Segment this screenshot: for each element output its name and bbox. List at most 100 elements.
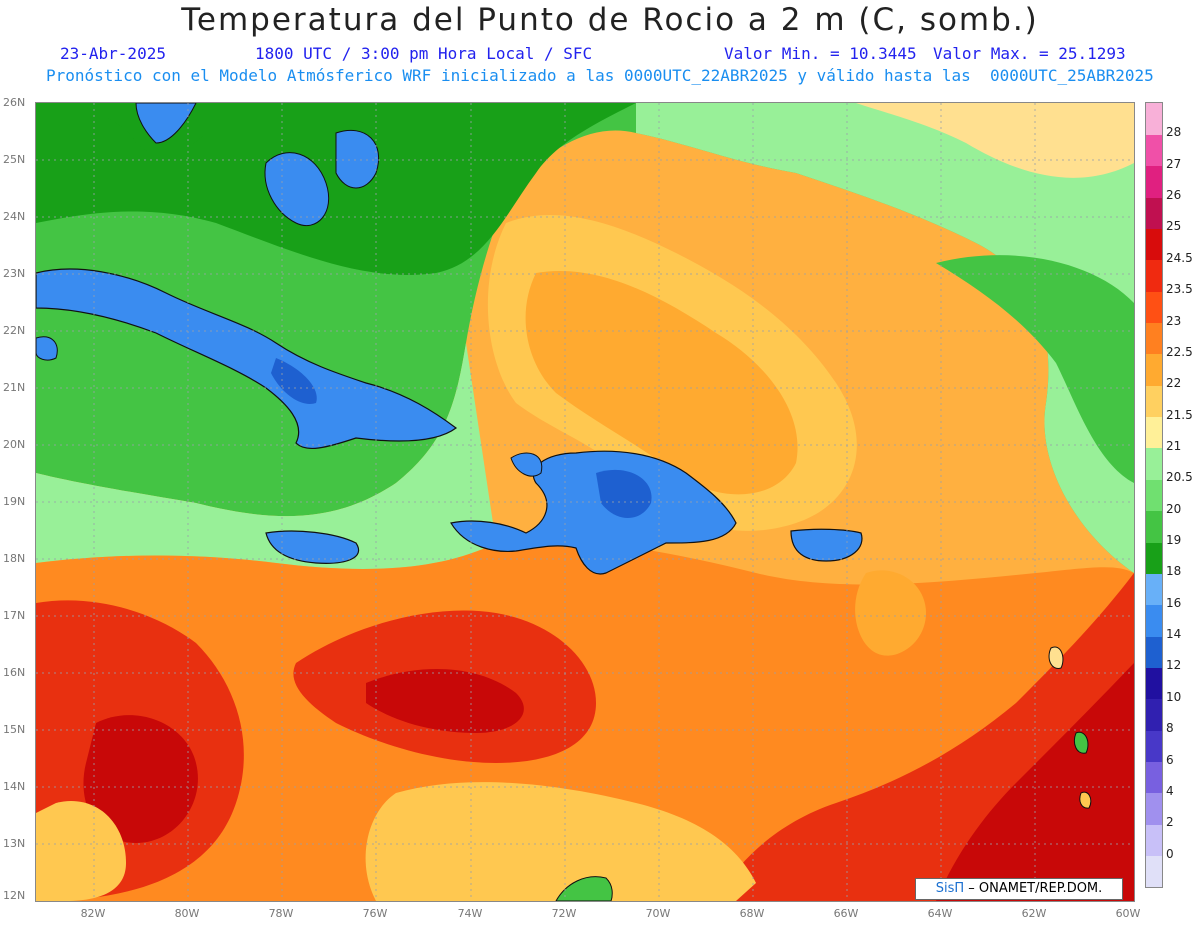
legend-label: 0 (1166, 846, 1174, 861)
region-yellow-south (365, 782, 756, 901)
lat-label: 14N (3, 780, 26, 793)
legend-swatch (1146, 385, 1162, 418)
lat-label: 19N (3, 495, 26, 508)
legend-label: 4 (1166, 783, 1174, 798)
color-legend (1145, 102, 1163, 888)
legend-swatch (1146, 416, 1162, 449)
region-deep-red-central (366, 669, 524, 733)
legend-swatch (1146, 761, 1162, 794)
legend-label: 23 (1166, 313, 1182, 328)
legend-swatch (1146, 730, 1162, 763)
lat-label: 23N (3, 267, 26, 280)
credit-brand: SisΠ (935, 881, 965, 896)
land-st-lucia (1079, 791, 1092, 809)
legend-label: 18 (1166, 564, 1182, 579)
legend-swatch (1146, 636, 1162, 668)
legend-swatch (1146, 479, 1162, 512)
legend-swatch (1146, 291, 1162, 324)
credit-text: – ONAMET/REP.DOM. (968, 881, 1103, 896)
max-value: Valor Max. = 25.1293 (933, 44, 1126, 63)
legend-swatch (1146, 134, 1162, 167)
land-martinique (1073, 731, 1089, 754)
legend-label: 22 (1166, 376, 1182, 391)
legend-label: 19 (1166, 533, 1182, 548)
legend-swatch (1146, 228, 1162, 261)
lon-label: 76W (362, 907, 388, 920)
region-deep-red-west (83, 715, 198, 843)
legend-swatch (1146, 542, 1162, 574)
lat-label: 15N (3, 723, 26, 736)
region-yellow-northeast (856, 103, 1134, 178)
land-guadeloupe (1048, 646, 1064, 669)
min-value: Valor Min. = 10.3445 (724, 44, 917, 63)
legend-label: 8 (1166, 721, 1174, 736)
legend-label: 23.5 (1166, 282, 1193, 297)
land-isla-juventud (36, 336, 58, 361)
land-jamaica (265, 530, 360, 564)
legend-label: 26 (1166, 188, 1182, 203)
legend-label: 20.5 (1166, 470, 1193, 485)
lon-label: 78W (268, 907, 294, 920)
legend-swatch (1146, 197, 1162, 229)
lat-label: 25N (3, 153, 26, 166)
legend-label: 21.5 (1166, 407, 1193, 422)
region-green-light-west (36, 343, 496, 569)
lon-label: 62W (1021, 907, 1047, 920)
lon-label: 64W (927, 907, 953, 920)
legend-swatch (1146, 573, 1162, 606)
legend-swatch (1146, 165, 1162, 198)
legend-swatch (1146, 824, 1162, 857)
legend-label: 6 (1166, 752, 1174, 767)
land-andros (264, 152, 330, 227)
land-tortuga (510, 452, 543, 477)
lon-label: 70W (645, 907, 671, 920)
lat-label: 22N (3, 324, 26, 337)
legend-label: 2 (1166, 815, 1174, 830)
region-orange-spot-east (855, 570, 926, 656)
lon-label: 74W (457, 907, 483, 920)
legend-label: 25 (1166, 219, 1182, 234)
lat-label: 21N (3, 381, 26, 394)
lat-label: 18N (3, 552, 26, 565)
lat-label: 20N (3, 438, 26, 451)
lon-label: 82W (80, 907, 106, 920)
legend-swatch (1146, 259, 1162, 292)
region-green-east (936, 255, 1134, 483)
legend-label: 10 (1166, 689, 1182, 704)
lat-label: 13N (3, 837, 26, 850)
region-green-light-east (636, 103, 1134, 573)
legend-swatch (1146, 510, 1162, 543)
legend-label: 16 (1166, 595, 1182, 610)
land-aruba-curacao (555, 876, 613, 901)
lat-label: 26N (3, 96, 26, 109)
forecast-date: 23-Abr-2025 (60, 44, 166, 63)
land-cuba-deep (271, 358, 317, 404)
legend-swatch (1146, 447, 1162, 480)
credit-box: SisΠ – ONAMET/REP.DOM. (915, 878, 1123, 900)
land-florida-keys-water (135, 103, 197, 144)
graticule (36, 103, 1134, 901)
region-yellow-southwest (36, 801, 126, 901)
land-hispaniola (450, 450, 737, 575)
land-cuba (36, 268, 458, 449)
model-info: Pronóstico con el Modelo Atmósferico WRF… (46, 66, 1154, 85)
land-hispaniola-deep (596, 469, 652, 518)
legend-swatch (1146, 604, 1162, 637)
legend-label: 12 (1166, 658, 1182, 673)
lon-label: 60W (1115, 907, 1141, 920)
dewpoint-field-map (36, 103, 1134, 901)
lon-label: 66W (833, 907, 859, 920)
legend-swatch (1146, 322, 1162, 355)
lat-label: 16N (3, 666, 26, 679)
forecast-time: 1800 UTC / 3:00 pm Hora Local / SFC (255, 44, 593, 63)
lat-label: 24N (3, 210, 26, 223)
legend-label: 20 (1166, 501, 1182, 516)
lon-label: 80W (174, 907, 200, 920)
legend-swatch (1146, 103, 1162, 135)
lat-label: 12N (3, 889, 26, 902)
region-orange-central (525, 271, 798, 495)
legend-label: 27 (1166, 156, 1182, 171)
legend-label: 22.5 (1166, 344, 1193, 359)
lon-label: 68W (739, 907, 765, 920)
map-panel (35, 102, 1135, 902)
